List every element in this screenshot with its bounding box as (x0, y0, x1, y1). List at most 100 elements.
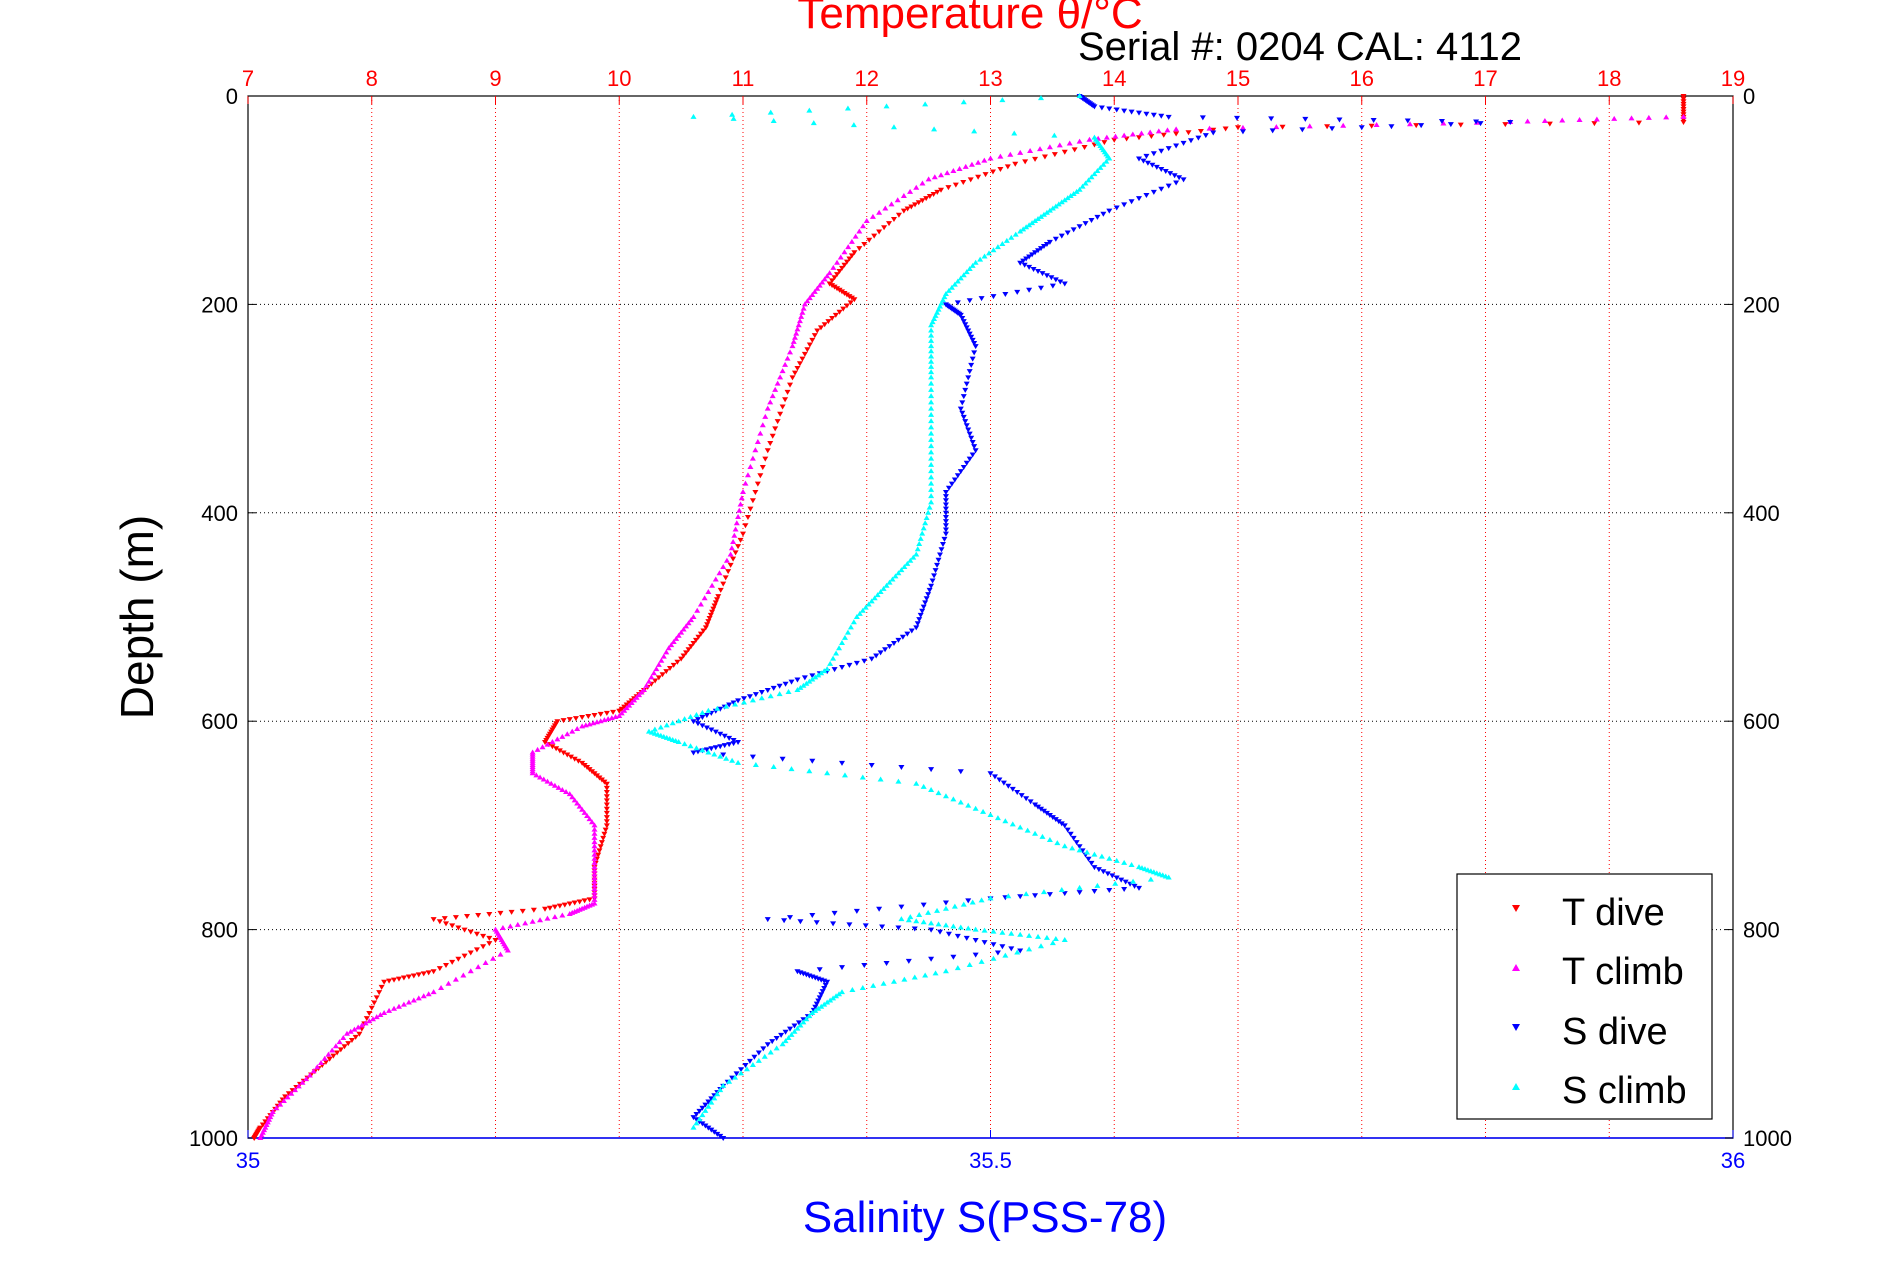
data-point (898, 567, 905, 573)
data-point (452, 915, 459, 921)
data-point (514, 921, 521, 927)
data-point (1070, 835, 1077, 841)
data-point (797, 1022, 804, 1028)
data-point (329, 1047, 336, 1053)
data-point (987, 811, 994, 817)
data-point (1005, 783, 1012, 789)
data-point (937, 552, 944, 558)
data-point (772, 386, 779, 392)
data-point (929, 578, 936, 584)
data-point (819, 989, 826, 995)
data-point (901, 563, 908, 569)
data-point (836, 645, 843, 651)
data-point (575, 758, 582, 764)
data-point (1680, 94, 1687, 99)
y-axis-label: Depth (m) (111, 515, 163, 719)
data-point (962, 322, 969, 328)
data-point (1103, 158, 1110, 164)
data-point (868, 598, 875, 604)
data-point (694, 721, 701, 727)
data-point (886, 221, 893, 227)
data-point (486, 935, 493, 941)
data-point (862, 923, 869, 929)
data-point (758, 695, 765, 701)
data-point (883, 103, 890, 109)
data-point (1012, 231, 1019, 237)
data-point (804, 347, 811, 353)
data-point (931, 126, 938, 132)
data-point (729, 111, 736, 117)
data-point (1302, 116, 1309, 122)
data-point (683, 650, 690, 656)
legend-label-s-climb: S climb (1562, 1070, 1687, 1112)
data-point (636, 692, 643, 698)
data-point (821, 276, 828, 282)
data-point (1368, 123, 1375, 129)
data-point (972, 344, 979, 350)
data-point (942, 514, 949, 520)
data-point (436, 966, 443, 972)
data-point (310, 1068, 317, 1074)
data-point (866, 237, 873, 243)
data-point (928, 322, 935, 328)
data-point (726, 735, 733, 741)
data-point (905, 917, 912, 923)
data-point (473, 931, 480, 937)
data-point (764, 917, 771, 923)
data-point (697, 631, 704, 637)
data-point (1121, 132, 1128, 138)
data-point (1447, 122, 1454, 128)
data-point (1026, 932, 1033, 938)
data-point (1052, 277, 1059, 283)
data-point (942, 922, 949, 928)
data-point (1680, 104, 1687, 110)
data-point (950, 168, 957, 174)
data-point (581, 898, 588, 904)
data-point (782, 361, 789, 367)
data-point (288, 1090, 295, 1096)
data-point (400, 1001, 407, 1007)
data-point (1680, 99, 1687, 105)
data-point (1076, 884, 1083, 890)
data-point (859, 984, 866, 990)
data-point (809, 758, 816, 764)
data-point (712, 576, 719, 582)
data-point (800, 305, 807, 311)
data-point (1043, 241, 1050, 247)
data-point (366, 1010, 373, 1016)
data-point (1049, 940, 1056, 946)
data-point (714, 705, 721, 711)
data-point (1026, 264, 1033, 270)
data-point (597, 844, 604, 850)
data-point (1051, 152, 1058, 158)
data-point (1109, 873, 1116, 879)
bottom-tick-label: 35.5 (969, 1148, 1012, 1173)
data-point (1039, 271, 1046, 277)
data-point (969, 439, 976, 445)
data-point (806, 295, 813, 301)
data-point (1058, 199, 1065, 205)
data-point (1136, 885, 1142, 891)
data-point (643, 682, 650, 688)
data-point (475, 964, 482, 970)
data-point (963, 460, 970, 466)
data-point (990, 955, 997, 961)
data-point (865, 601, 872, 607)
data-point (600, 835, 607, 841)
data-point (818, 992, 825, 998)
data-point (806, 768, 813, 774)
x-axis-label: Salinity S(PSS-78) (803, 1193, 1167, 1242)
data-point (928, 363, 935, 369)
data-point (819, 279, 826, 285)
data-point (492, 938, 499, 944)
data-point (1130, 878, 1137, 884)
data-point (839, 265, 845, 271)
data-point (675, 718, 682, 724)
data-point (690, 113, 697, 119)
data-point (1121, 202, 1128, 208)
data-point (430, 917, 437, 923)
data-point (721, 743, 728, 749)
data-point (749, 754, 756, 760)
data-point (1040, 211, 1047, 217)
